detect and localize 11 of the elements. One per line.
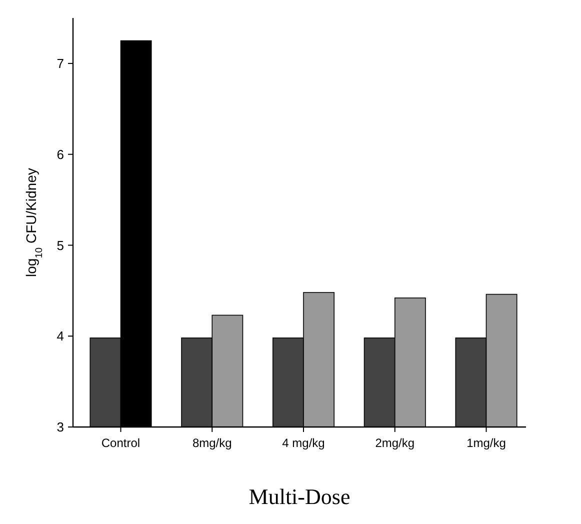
y-tick-label: 6	[56, 146, 64, 162]
x-tick-label: 2mg/kg	[375, 436, 415, 450]
y-tick-label: 3	[56, 420, 64, 435]
x-tick-label: Control	[101, 436, 140, 450]
y-tick-label: 4	[56, 328, 64, 344]
x-axis-title: Multi-Dose	[248, 484, 350, 509]
y-tick-label: 5	[56, 238, 64, 253]
x-tick-label: 1mg/kg	[466, 436, 506, 450]
x-tick-label: 8mg/kg	[192, 436, 232, 450]
x-tick-label: 4 mg/kg	[282, 436, 325, 450]
y-tick-label: 7	[56, 56, 64, 71]
